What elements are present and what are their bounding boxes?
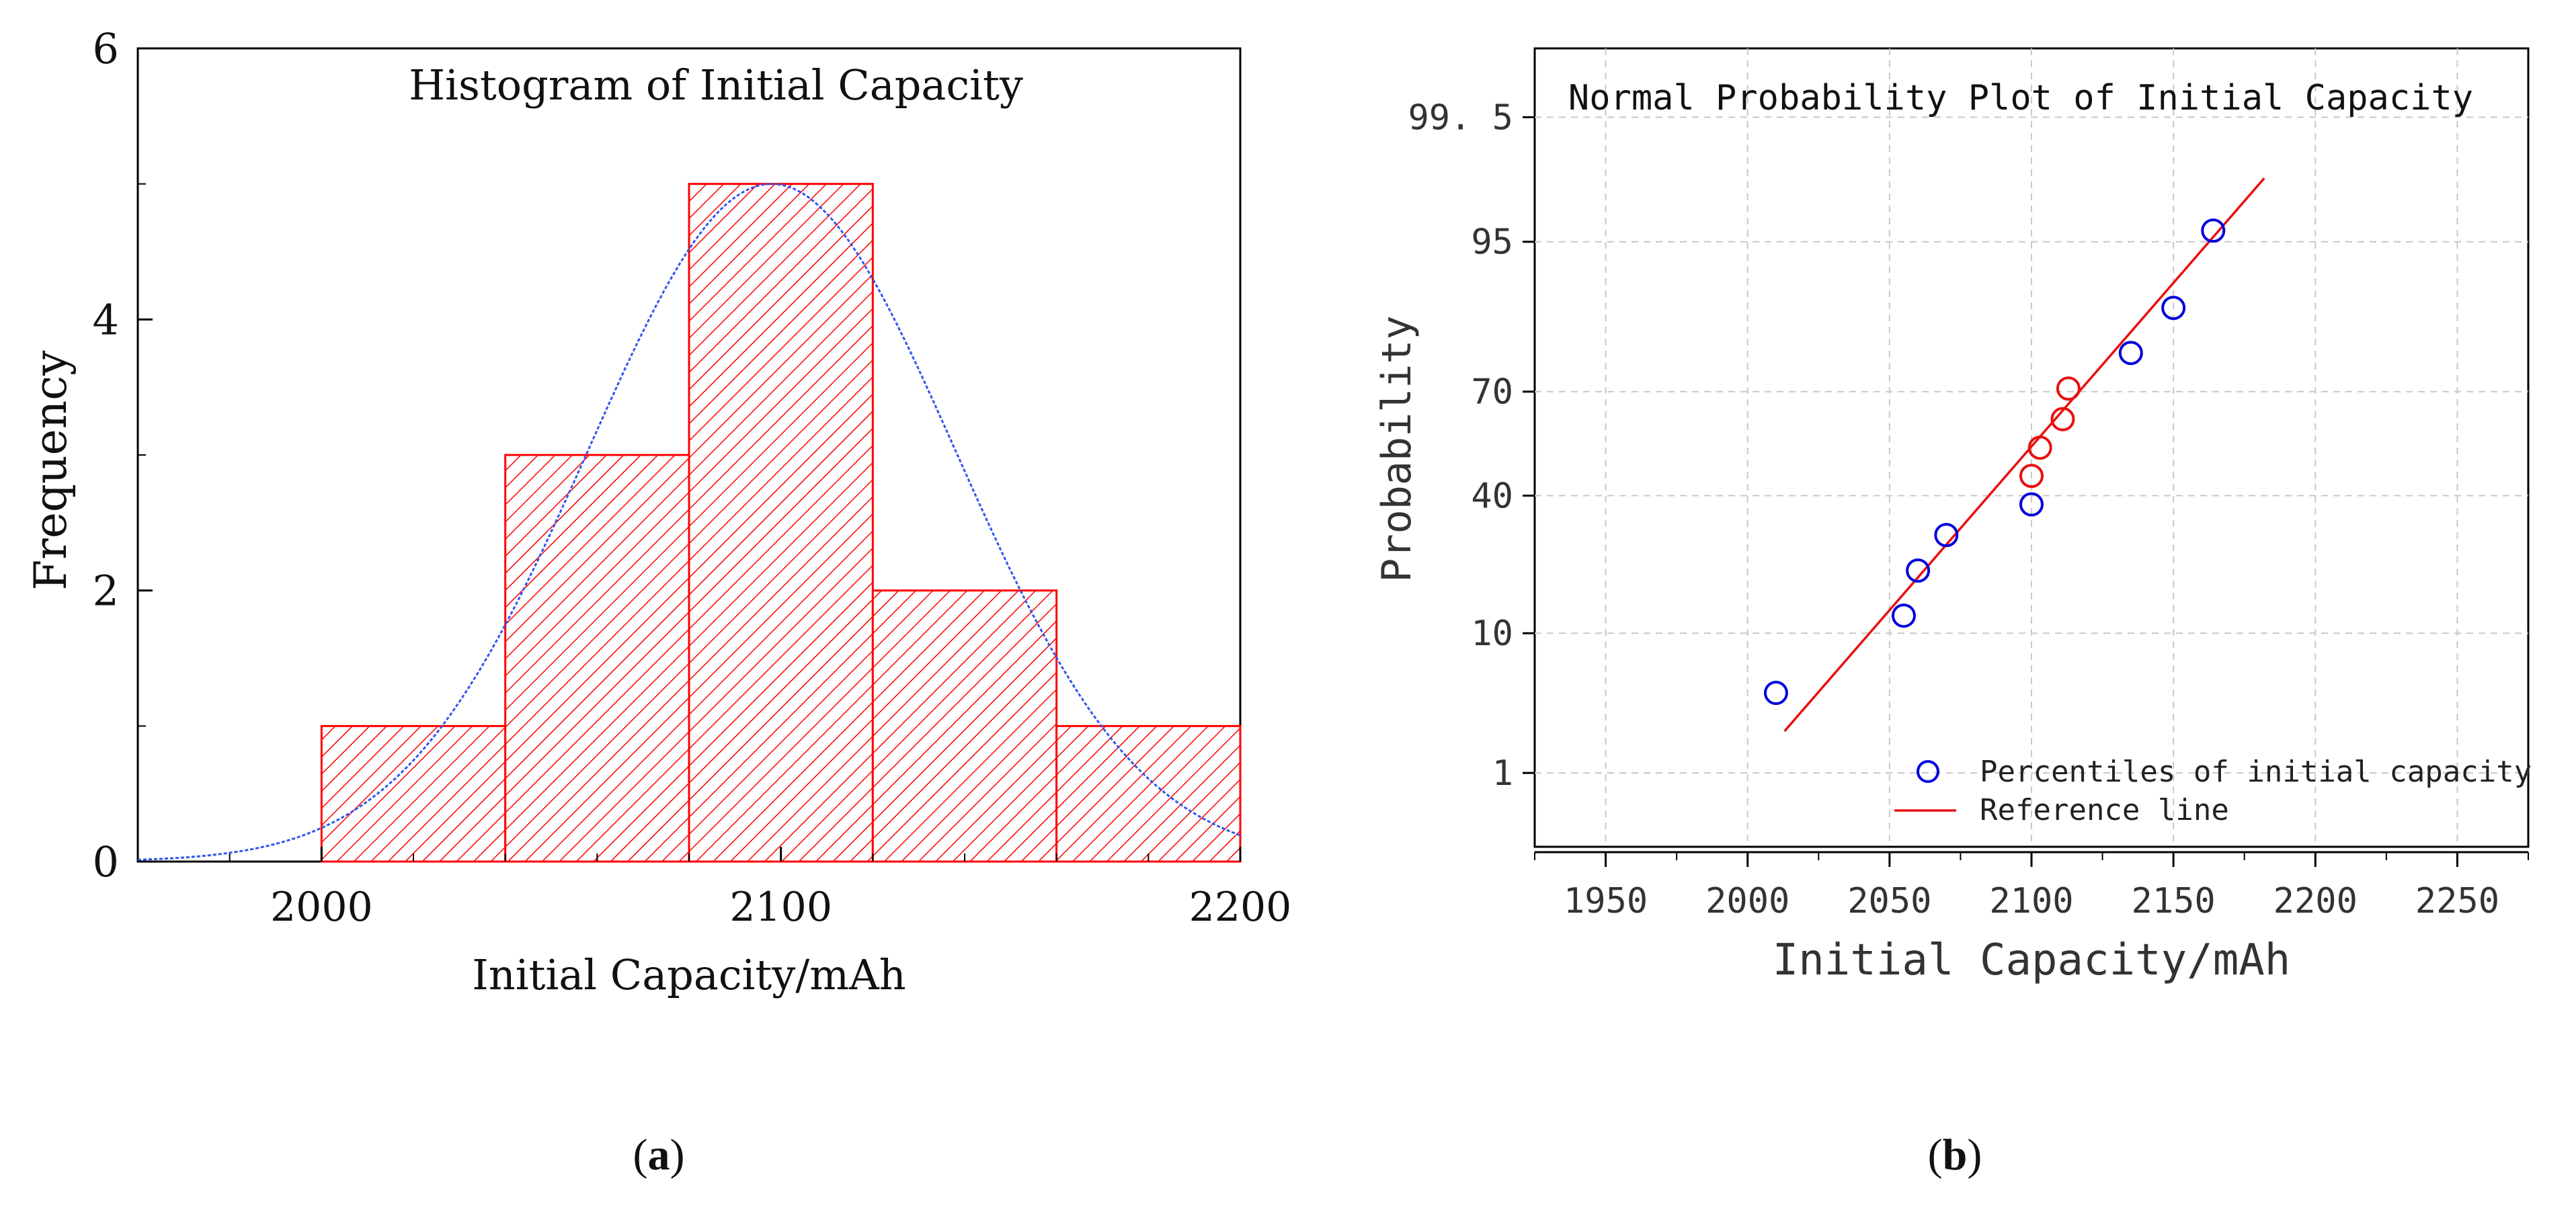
histogram-bar	[688, 183, 874, 863]
probability-plot-chart: 1950 2000 2050 2100 2150 2200 2250 1 10 40 70 95 99…	[1373, 47, 2532, 985]
percentile-point	[2050, 407, 2075, 431]
y-tick-label: 70	[1471, 372, 1513, 413]
histogram-chart: 2000 2100 2200 0 2 4 6 Histogram of Initial C…	[25, 24, 1291, 999]
probability-plot-title: Normal Probability Plot of Initial Capac…	[1568, 78, 2473, 118]
reference-line	[1783, 177, 2265, 733]
percentile-point	[1934, 523, 1959, 548]
y-tick-label: 10	[1471, 614, 1513, 654]
histogram-bar	[1055, 724, 1242, 863]
percentile-point	[2201, 218, 2226, 243]
percentile-point	[2118, 341, 2143, 366]
x-tick-label: 2100	[1989, 881, 2073, 921]
percentile-point	[2019, 492, 2044, 517]
percentile-points	[1763, 218, 2226, 706]
y-tick-label: 6	[93, 24, 119, 73]
histogram-bar	[320, 724, 507, 863]
y-tick-label: 95	[1471, 222, 1513, 263]
legend-marker-icon	[1917, 760, 1939, 783]
percentile-point	[1891, 604, 1916, 628]
x-tick-label: 2050	[1847, 881, 1931, 921]
probability-plot-legend: Percentiles of initial capacity Referenc…	[1894, 755, 2532, 827]
x-tick-label: 2200	[2273, 881, 2358, 921]
histogram-bars	[320, 183, 1242, 863]
caption-a: (a)	[633, 1130, 685, 1179]
histogram-bar	[504, 454, 690, 863]
percentile-point	[2161, 296, 2186, 321]
x-tick-label: 2250	[2415, 881, 2499, 921]
x-tick-label: 2150	[2132, 881, 2216, 921]
legend-label-percentiles: Percentiles of initial capacity	[1980, 755, 2532, 789]
x-tick-label: 2000	[1705, 881, 1789, 921]
percentile-point	[2056, 376, 2081, 401]
percentile-point	[2027, 435, 2052, 460]
y-tick-label: 4	[93, 295, 119, 344]
x-tick-label: 2000	[270, 884, 373, 931]
x-tick-label: 2100	[729, 884, 832, 931]
y-tick-label: 2	[93, 567, 119, 616]
probability-plot-grid	[1535, 48, 2528, 847]
percentile-point	[1763, 681, 1788, 706]
percentile-point	[1906, 558, 1931, 583]
normal-fit-curve	[137, 183, 1241, 861]
histogram-bar	[871, 589, 1058, 863]
histogram-x-ticks: 2000 2100 2200	[229, 847, 1292, 931]
caption-b: (b)	[1928, 1130, 1982, 1179]
histogram-x-axis-label: Initial Capacity/mAh	[472, 950, 905, 999]
legend-label-reference: Reference line	[1980, 793, 2229, 827]
histogram-title: Histogram of Initial Capacity	[409, 60, 1023, 110]
x-tick-label: 1950	[1564, 881, 1648, 921]
probability-plot-x-axis-label: Initial Capacity/mAh	[1773, 935, 2291, 985]
percentile-point	[2019, 464, 2044, 489]
histogram-y-ticks: 0 2 4 6	[93, 24, 153, 886]
y-tick-label: 0	[93, 837, 119, 886]
y-tick-label: 40	[1471, 476, 1513, 517]
x-tick-label: 2200	[1189, 884, 1292, 931]
histogram-y-axis-label: Frequency	[25, 350, 77, 591]
y-tick-label: 1	[1492, 753, 1513, 794]
y-tick-label: 99. 5	[1408, 97, 1513, 138]
probability-plot-x-ticks: 1950 2000 2050 2100 2150 2200 2250	[1534, 852, 2529, 921]
probability-plot-y-ticks: 1 10 40 70 95 99. 5	[1408, 97, 1535, 794]
probability-plot-y-axis-label: Probability	[1373, 315, 1420, 582]
